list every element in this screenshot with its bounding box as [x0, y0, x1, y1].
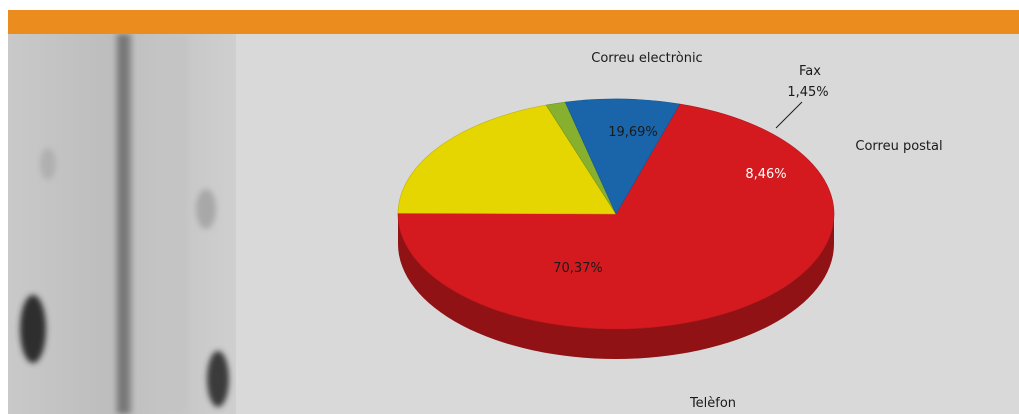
category-label-correu-electronic: Correu electrònic — [591, 51, 702, 66]
pie-side-telefon — [398, 214, 834, 359]
leader-line-fax — [775, 101, 803, 129]
chart-panel: 70,37% Telèfon 19,69% Correu electrònic Fax 1… — [236, 34, 1019, 414]
background-photo — [8, 34, 236, 414]
pie-slice-correu-postal — [564, 98, 681, 215]
data-label-telefon: 70,37% — [553, 261, 603, 276]
pie-chart: 70,37% Telèfon 19,69% Correu electrònic Fax 1… — [397, 51, 943, 411]
pie-slices — [397, 98, 835, 330]
header-bar — [8, 10, 1019, 34]
pie-slice-correu-electronic — [397, 104, 617, 215]
data-label-fax: 1,45% — [787, 85, 828, 100]
data-label-correu-postal: 8,46% — [745, 167, 786, 182]
background-photo-image — [8, 34, 236, 414]
data-label-correu-electronic: 19,69% — [608, 125, 658, 140]
category-label-correu-postal: Correu postal — [855, 139, 942, 154]
category-label-fax: Fax — [799, 64, 821, 79]
pie-side-walls — [398, 214, 834, 359]
pie-slice-telefon — [397, 103, 835, 330]
category-label-telefon: Telèfon — [689, 396, 736, 411]
